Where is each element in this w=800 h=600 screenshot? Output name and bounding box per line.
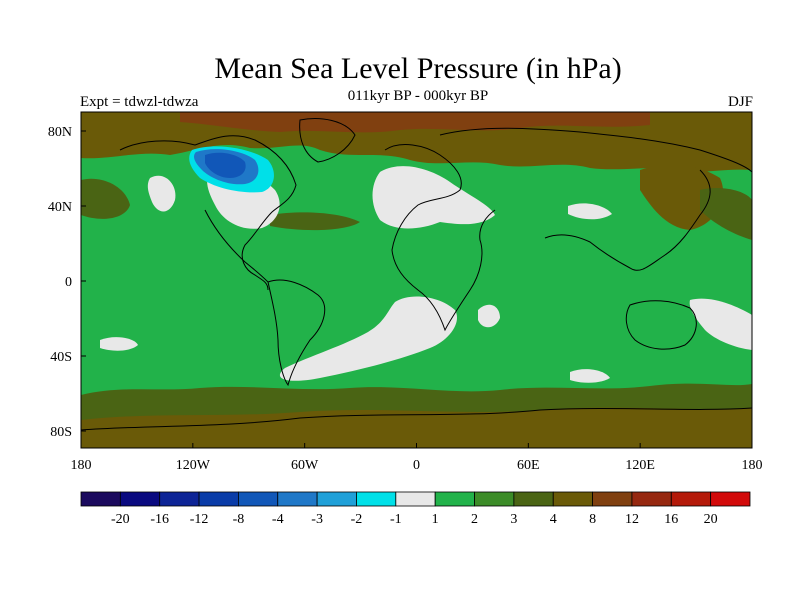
south-pacific-neutral-east bbox=[570, 369, 610, 383]
antarctic-positive-band bbox=[81, 407, 752, 448]
season-label: DJF bbox=[727, 94, 753, 110]
north-pacific-positive bbox=[81, 178, 130, 219]
colorbar-swatch bbox=[474, 491, 515, 507]
north-america-coast bbox=[119, 135, 297, 291]
lon-tick-label: 120E bbox=[625, 458, 655, 473]
colorbar-label: 4 bbox=[550, 512, 557, 527]
lon-tick-label: 60W bbox=[291, 458, 319, 473]
lat-tick-label: 0 bbox=[65, 275, 72, 290]
lat-tick-label: 80S bbox=[50, 425, 72, 440]
lon-tick-label: 180 bbox=[71, 458, 92, 473]
central-america-coast bbox=[204, 209, 269, 283]
lon-tick-label: 120W bbox=[176, 458, 211, 473]
colorbar-swatch bbox=[434, 491, 475, 507]
colorbar-swatch bbox=[670, 491, 712, 507]
australia-neutral bbox=[689, 298, 752, 350]
hudson-core-blue bbox=[205, 152, 246, 178]
north-atlantic-positive bbox=[270, 212, 360, 231]
map-title: Mean Sea Level Pressure (in hPa) bbox=[214, 52, 622, 85]
north-pacific-east-positive bbox=[700, 188, 752, 240]
colorbar-swatch bbox=[198, 491, 239, 507]
colorbar-swatch bbox=[277, 491, 318, 507]
colorbar-label: 1 bbox=[432, 512, 439, 527]
colorbar-label: -3 bbox=[311, 512, 323, 527]
map-field bbox=[81, 112, 752, 448]
coastlines bbox=[81, 118, 752, 431]
colorbar-label: -16 bbox=[150, 512, 169, 527]
greenland-coast bbox=[299, 118, 356, 163]
colorbar-label: 2 bbox=[471, 512, 478, 527]
lat-tick-label: 40S bbox=[50, 350, 72, 365]
experiment-label: Expt = tdwzl-tdwza bbox=[80, 94, 199, 110]
colorbar-swatch bbox=[592, 491, 633, 507]
colorbar-label: -1 bbox=[390, 512, 402, 527]
colorbar-swatch bbox=[710, 491, 751, 507]
colorbar-swatch bbox=[80, 491, 121, 507]
colorbar-label: 12 bbox=[625, 512, 639, 527]
colorbar-label: -12 bbox=[190, 512, 209, 527]
south-pacific-neutral bbox=[100, 337, 138, 351]
colorbar-swatch bbox=[631, 491, 672, 507]
central-asia-neutral bbox=[568, 203, 612, 220]
longitude-axis: 180 120W 60W 0 60E 120E 180 bbox=[71, 443, 763, 473]
colorbar-label: 3 bbox=[510, 512, 517, 527]
arctic-core bbox=[180, 112, 650, 133]
colorbar-swatch bbox=[119, 491, 161, 507]
asia-coast bbox=[439, 127, 752, 271]
lon-tick-label: 180 bbox=[742, 458, 763, 473]
colorbar-swatch bbox=[395, 491, 436, 507]
colorbar-swatch bbox=[552, 491, 593, 507]
colorbar-label: 16 bbox=[664, 512, 678, 527]
colorbar-label: 20 bbox=[704, 512, 718, 527]
south-america-coast bbox=[267, 279, 326, 387]
colorbar-swatch bbox=[159, 491, 200, 507]
lat-tick-label: 40N bbox=[48, 200, 72, 215]
antarctica-coast bbox=[81, 407, 752, 431]
lat-tick-label: 80N bbox=[48, 125, 72, 140]
south-atlantic-neutral bbox=[279, 296, 458, 381]
latitude-axis: 80N 40N 0 40S 80S bbox=[48, 125, 86, 440]
lon-tick-label: 60E bbox=[517, 458, 540, 473]
colorbar-label: -8 bbox=[233, 512, 245, 527]
lon-tick-label: 0 bbox=[413, 458, 420, 473]
colorbar: -20 -16 -12 -8 -4 -3 -2 -1 1 2 3 4 8 12 16 20 bbox=[80, 491, 751, 527]
colorbar-label: -2 bbox=[351, 512, 363, 527]
europe-neutral bbox=[372, 166, 495, 229]
europe-africa-coast bbox=[384, 144, 496, 332]
asia-positive bbox=[640, 164, 724, 230]
colorbar-swatch bbox=[513, 491, 554, 507]
colorbar-swatch bbox=[238, 491, 279, 507]
indian-ocean-neutral bbox=[478, 304, 500, 328]
north-pacific-neutral bbox=[147, 175, 176, 212]
colorbar-label: -4 bbox=[272, 512, 284, 527]
colorbar-label: 8 bbox=[589, 512, 596, 527]
colorbar-label: -20 bbox=[111, 512, 130, 527]
australia-coast bbox=[625, 300, 697, 350]
map-subtitle: 011kyr BP - 000kyr BP bbox=[347, 88, 489, 104]
colorbar-swatch bbox=[356, 491, 397, 507]
colorbar-swatch bbox=[316, 491, 357, 507]
